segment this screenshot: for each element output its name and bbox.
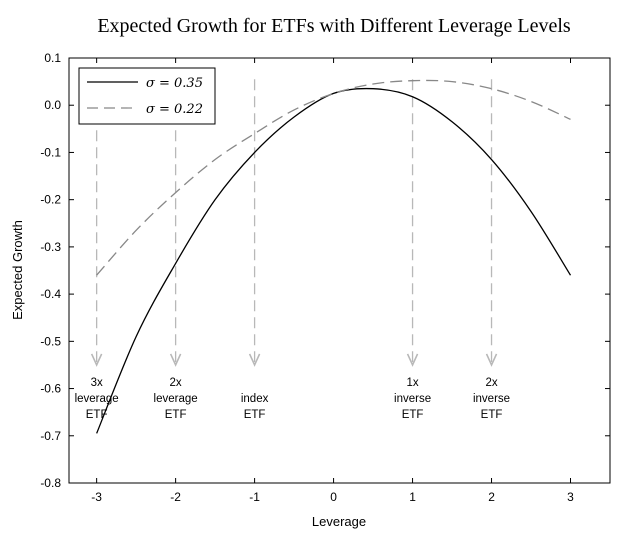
legend-label-series-0: σ = 0.35 (146, 76, 203, 91)
y-tick-label: 0.0 (44, 98, 61, 112)
annotation-label: 2x (170, 377, 182, 389)
legend: σ = 0.35 σ = 0.22 (78, 67, 216, 125)
annotation-label: ETF (481, 409, 503, 421)
annotation-arrowhead (90, 353, 103, 367)
annotation-arrowhead (485, 353, 498, 367)
y-tick-label: 0.1 (44, 51, 61, 65)
y-tick-label: -0.1 (40, 145, 61, 159)
annotation-arrowhead (169, 353, 182, 367)
annotation-label: ETF (244, 409, 266, 421)
annotation-label: ETF (165, 409, 187, 421)
annotation-label: 2x (485, 377, 497, 389)
x-tick-label: 2 (488, 490, 495, 504)
x-tick-label: 1 (409, 490, 416, 504)
chart-title: Expected Growth for ETFs with Different … (97, 15, 571, 37)
annotation-label: inverse (473, 393, 510, 405)
annotation-labels: 2x inverse ETF 1x inverse ETF index ETF 2x levera… (75, 377, 510, 421)
x-tick-label: 0 (330, 490, 337, 504)
legend-label-series-1: σ = 0.22 (146, 102, 203, 117)
annotation-label: ETF (402, 409, 424, 421)
x-axis-label: Leverage (312, 514, 366, 529)
annotation-arrows (90, 79, 498, 367)
annotation-label: inverse (394, 393, 431, 405)
annotation-label: index (241, 393, 269, 405)
y-tick-label: -0.4 (40, 287, 61, 301)
annotation-arrowhead (248, 353, 261, 367)
y-tick-label: -0.6 (40, 382, 61, 396)
y-tick-label: -0.7 (40, 429, 61, 443)
y-tick-label: -0.8 (40, 476, 61, 490)
x-tick-label: -1 (249, 490, 260, 504)
x-tick-label: -2 (170, 490, 181, 504)
annotation-label: leverage (75, 393, 119, 405)
series-lines (96, 79, 572, 434)
y-tick-label: -0.5 (40, 334, 61, 348)
plot-area (68, 57, 611, 484)
series-line-0 (96, 87, 572, 434)
y-tick-label: -0.3 (40, 240, 61, 254)
y-tick-label: -0.2 (40, 193, 61, 207)
annotation-arrowhead (406, 353, 419, 367)
series-line-1 (96, 79, 571, 276)
annotation-label: 1x (406, 377, 418, 389)
x-axis: -3 -2 -1 0 1 2 3 (91, 58, 574, 504)
y-axis-label: Expected Growth (10, 220, 25, 320)
x-tick-label: -3 (91, 490, 102, 504)
y-axis: 0.1 0.0 -0.1 -0.2 -0.3 -0.4 -0.5 -0.6 -0.7 -0.8 (40, 51, 610, 490)
annotation-label: 3x (91, 377, 103, 389)
annotation-label: ETF (86, 409, 108, 421)
annotation-label: leverage (154, 393, 198, 405)
x-tick-label: 3 (567, 490, 574, 504)
legend-box (78, 67, 216, 125)
